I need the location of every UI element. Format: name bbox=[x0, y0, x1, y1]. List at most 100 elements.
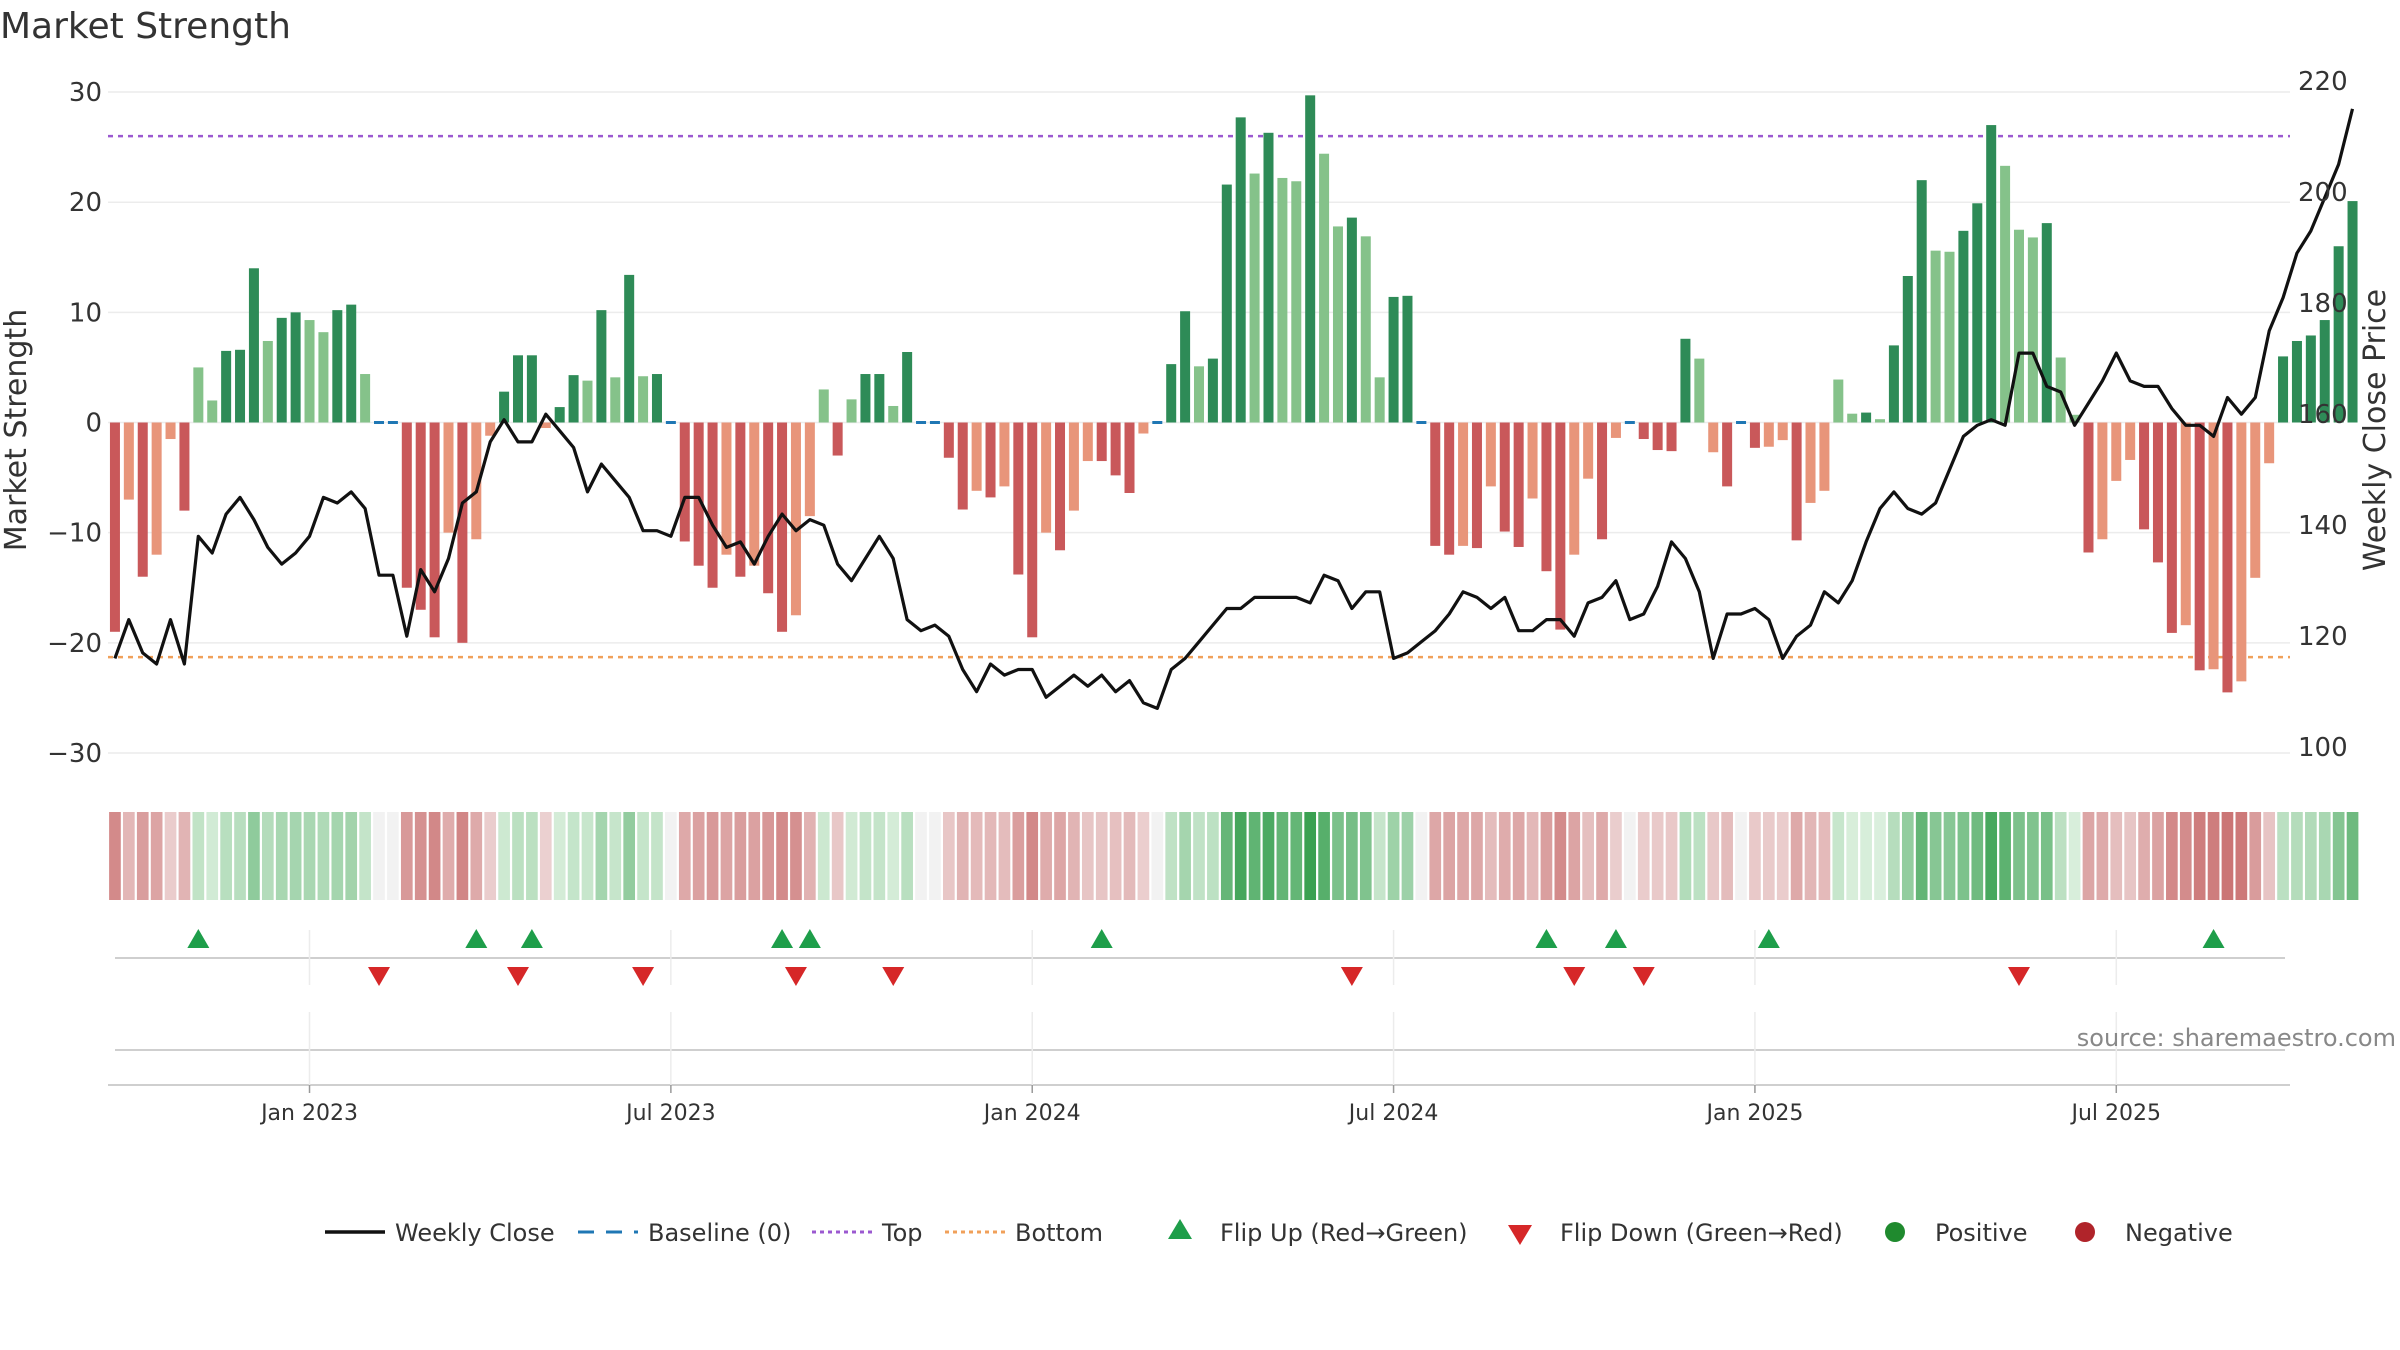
strength-bar bbox=[2333, 246, 2344, 423]
strength-bar bbox=[290, 312, 301, 423]
flip-down-marker bbox=[632, 967, 655, 986]
strength-bar bbox=[2097, 422, 2108, 540]
heat-cell bbox=[1832, 812, 1845, 900]
legend-item: Bottom bbox=[945, 1219, 1103, 1247]
y-left-tick-label: −30 bbox=[47, 739, 102, 769]
strength-bar bbox=[2139, 422, 2150, 530]
strength-bar bbox=[1833, 379, 1844, 423]
heat-cell bbox=[1318, 812, 1330, 900]
lower-panels bbox=[108, 930, 2290, 1086]
strength-bar bbox=[1180, 311, 1191, 423]
strength-bar bbox=[526, 355, 537, 423]
heat-cell bbox=[595, 812, 608, 900]
x-tick-label: Jul 2024 bbox=[1347, 1101, 1439, 1126]
strength-bar bbox=[1305, 95, 1316, 423]
strength-bar bbox=[763, 422, 774, 594]
heat-cell bbox=[1373, 812, 1386, 900]
strength-bar bbox=[332, 310, 343, 423]
heat-cell bbox=[1846, 812, 1859, 900]
x-tick-label: Jan 2023 bbox=[259, 1101, 358, 1126]
heat-cell bbox=[414, 812, 427, 900]
strength-bar bbox=[1875, 419, 1886, 423]
heat-cell bbox=[275, 812, 288, 900]
legend-swatch bbox=[1508, 1225, 1532, 1245]
strength-bar bbox=[1583, 422, 1594, 479]
heat-cell bbox=[956, 812, 969, 900]
strength-bar bbox=[179, 422, 190, 511]
heat-cell bbox=[498, 812, 510, 900]
heat-cell bbox=[1582, 812, 1594, 900]
weekly-close-line bbox=[113, 108, 2355, 711]
y-axis-right-label: Weekly Close Price bbox=[2358, 289, 2393, 571]
heat-cell bbox=[567, 812, 580, 900]
heat-cell bbox=[2082, 812, 2095, 900]
heat-cell bbox=[1624, 812, 1636, 900]
y-left-tick-label: 30 bbox=[69, 78, 102, 108]
strength-bar bbox=[457, 422, 468, 643]
heat-cell bbox=[1651, 812, 1664, 900]
strength-bar bbox=[735, 422, 746, 577]
strength-bar bbox=[1485, 422, 1496, 487]
flip-up-marker bbox=[1757, 929, 1780, 948]
x-tick-label: Jul 2023 bbox=[624, 1101, 716, 1126]
heat-cell bbox=[929, 812, 941, 900]
legend-swatch bbox=[1168, 1219, 1192, 1239]
heat-cell bbox=[1860, 812, 1872, 900]
heat-cell bbox=[1234, 812, 1247, 900]
flip-down-marker bbox=[1632, 967, 1655, 986]
strength-bar bbox=[1888, 345, 1899, 423]
strength-bar bbox=[485, 422, 496, 436]
strength-bar bbox=[1124, 422, 1135, 493]
strength-bar bbox=[1930, 250, 1941, 423]
strength-bar bbox=[2180, 422, 2191, 626]
heat-cell bbox=[1276, 812, 1289, 900]
strength-bar bbox=[1166, 364, 1177, 423]
heat-cell bbox=[2193, 812, 2206, 900]
strength-bar bbox=[2000, 165, 2011, 423]
strength-bar bbox=[193, 367, 204, 423]
strength-bar bbox=[1694, 358, 1705, 423]
strength-bar bbox=[624, 274, 635, 423]
strength-bar bbox=[1291, 181, 1302, 423]
strength-bar bbox=[2236, 422, 2247, 682]
heat-cell bbox=[136, 812, 149, 900]
heat-cell bbox=[220, 812, 232, 900]
strength-bar bbox=[1444, 422, 1455, 555]
strength-bar bbox=[2305, 335, 2316, 423]
heat-cell bbox=[1610, 812, 1622, 900]
strength-bar bbox=[1541, 422, 1552, 572]
strength-bar bbox=[1360, 236, 1371, 423]
strength-bar bbox=[1861, 412, 1872, 423]
strength-bar bbox=[1458, 422, 1469, 546]
heat-cell bbox=[234, 812, 246, 900]
strength-bar bbox=[401, 422, 412, 588]
heat-cell bbox=[2249, 812, 2262, 900]
heat-cell bbox=[109, 812, 121, 900]
strength-bar bbox=[262, 340, 273, 423]
heat-cell bbox=[1915, 812, 1928, 900]
heat-cell bbox=[317, 812, 330, 900]
heat-cell bbox=[734, 812, 747, 900]
strength-bar bbox=[123, 422, 134, 500]
legend-item: Top bbox=[812, 1219, 923, 1247]
strength-bar bbox=[1374, 377, 1385, 423]
heat-cell bbox=[1443, 812, 1456, 900]
heat-cell bbox=[303, 812, 316, 900]
legend-item: Flip Up (Red→Green) bbox=[1168, 1219, 1468, 1247]
strength-bar bbox=[346, 304, 357, 423]
strength-bar bbox=[790, 422, 801, 616]
strength-bar bbox=[1096, 422, 1107, 462]
flip-up-marker bbox=[520, 929, 543, 948]
heat-cell bbox=[1012, 812, 1025, 900]
strength-bar bbox=[1221, 184, 1232, 423]
heat-cell bbox=[2138, 812, 2150, 900]
heat-cell bbox=[345, 812, 358, 900]
y-right-tick-label: 200 bbox=[2298, 178, 2348, 208]
strength-bar bbox=[2250, 422, 2261, 578]
heat-cell bbox=[1109, 812, 1122, 900]
y-right-tick-label: 220 bbox=[2298, 67, 2348, 97]
heat-cell bbox=[845, 812, 858, 900]
strength-bar bbox=[2125, 422, 2136, 460]
y-right-tick-label: 180 bbox=[2298, 289, 2348, 319]
strength-bar bbox=[846, 399, 857, 423]
